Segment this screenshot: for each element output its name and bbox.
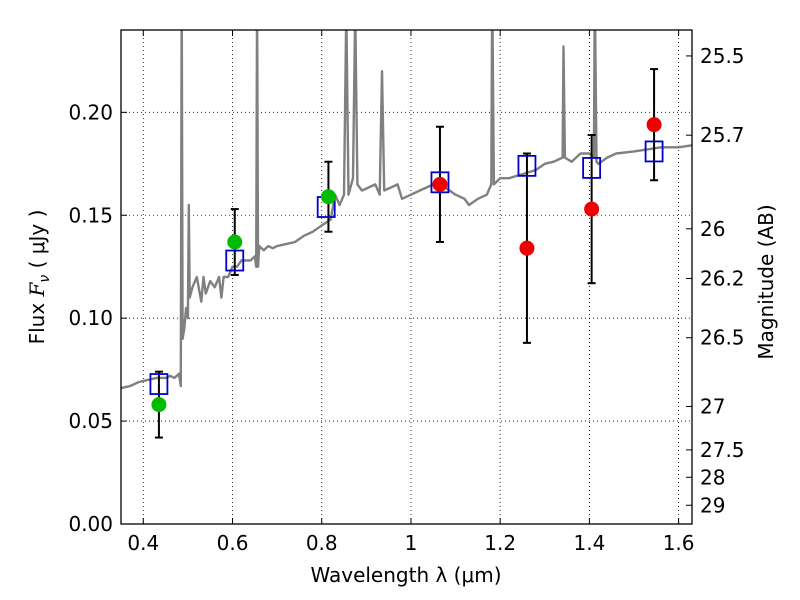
- model-flux-marker: [582, 157, 602, 179]
- plot-area: [121, 30, 692, 390]
- right-axis-title: Magnitude (AB): [754, 204, 778, 359]
- x-tick-label: 1.4: [573, 531, 605, 555]
- model-flux-marker: [517, 154, 537, 177]
- y-axis-title-subscript: ν: [37, 275, 53, 283]
- x-axis-title: Wavelength λ (μm): [310, 563, 501, 587]
- model-flux-marker: [430, 171, 450, 194]
- model-flux-marker: [149, 373, 169, 395]
- y-tick-label: 0.00: [68, 512, 113, 536]
- observed-flux-point: [320, 189, 336, 205]
- x-tick-label: 0.4: [127, 531, 159, 555]
- y-tick-label: 0.10: [68, 306, 113, 330]
- grid: [121, 30, 692, 524]
- observed-flux-point: [519, 240, 535, 256]
- markers: [149, 117, 664, 413]
- right-tick-label: 25.5: [700, 44, 745, 68]
- observed-flux-point: [151, 397, 167, 413]
- right-tick-label: 25.7: [700, 123, 745, 147]
- x-tick-label: 0.8: [306, 531, 338, 555]
- x-tick-label: 1.2: [484, 531, 516, 555]
- spectrum-line: [121, 30, 692, 390]
- right-tick-label: 26.2: [700, 266, 745, 290]
- right-tick-label: 26: [700, 217, 725, 241]
- right-tick-label: 26.5: [700, 326, 745, 350]
- model-flux-marker: [225, 249, 245, 272]
- observed-flux-point: [432, 176, 448, 192]
- right-tick-label: 27: [700, 394, 725, 418]
- x-tick-label: 1.6: [663, 531, 695, 555]
- x-tick-label: 1: [405, 531, 418, 555]
- y-axis-title: Flux Fν ( μJy ): [25, 210, 53, 345]
- y-tick-label: 0.05: [68, 409, 113, 433]
- right-tick-label: 27.5: [700, 438, 745, 462]
- observed-flux-point: [646, 117, 662, 133]
- error-bars: [154, 68, 659, 439]
- y-tick-label: 0.20: [68, 100, 113, 124]
- model-flux-marker: [644, 140, 664, 163]
- plot-frame: [120, 29, 693, 525]
- right-tick-label: 28: [700, 465, 725, 489]
- x-tick-label: 0.6: [217, 531, 249, 555]
- observed-flux-point: [227, 234, 243, 250]
- right-tick-label: 29: [700, 493, 725, 517]
- y-axis-title-units: ( μJy ): [25, 210, 49, 275]
- observed-flux-point: [584, 201, 600, 217]
- ticks: 0.4 0.6 0.8 1 1.2 1.4 1.6 0.00 0.05 0.10 0.15 0.20 2…: [68, 30, 745, 555]
- y-tick-label: 0.15: [68, 203, 113, 227]
- y-axis-title-prefix: Flux: [25, 296, 49, 344]
- y-axis-title-symbol: F: [25, 281, 49, 297]
